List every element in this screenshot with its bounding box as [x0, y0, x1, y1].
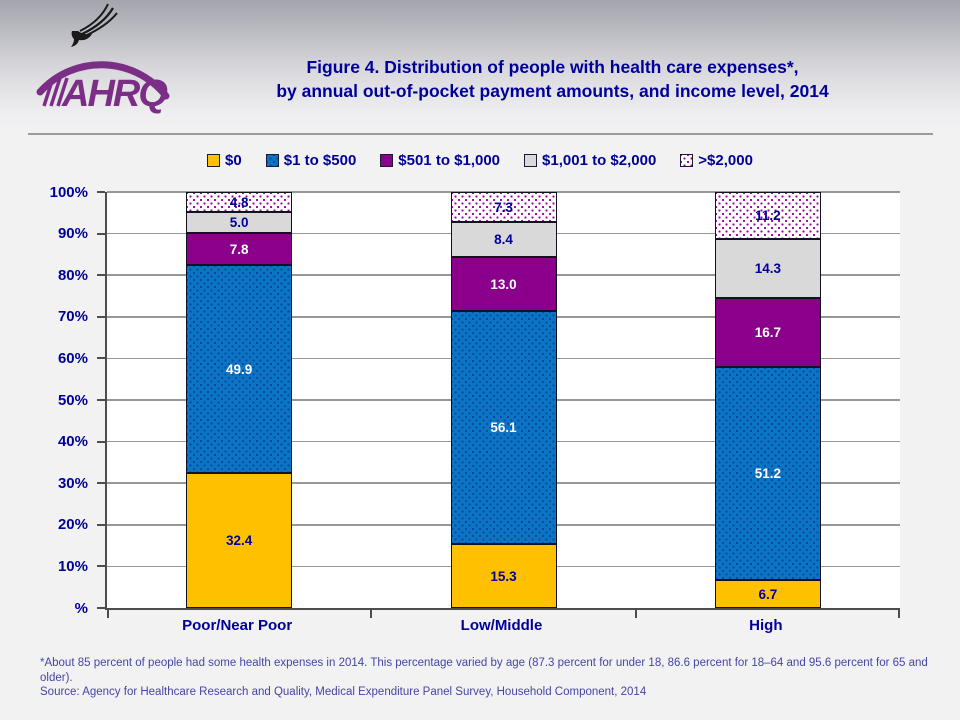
y-axis-tick [97, 440, 105, 443]
ahrq-logo: AHRQ [36, 3, 170, 115]
hhs-eagle-icon [71, 3, 118, 47]
divider-line [28, 133, 933, 135]
segment-value-label: 7.3 [494, 199, 513, 215]
x-axis-tick [898, 610, 900, 618]
segment-value-label: 15.3 [490, 568, 517, 584]
legend-swatch-icon [380, 153, 394, 167]
legend-swatch-icon [524, 153, 538, 167]
legend-item-1-001-to-2-000: $1,001 to $2,000 [524, 152, 656, 169]
y-axis-label: % [74, 599, 88, 617]
y-axis-tick [97, 565, 105, 568]
chart-title-line2: by annual out-of-pocket payment amounts,… [276, 81, 829, 101]
segment-0: 15.3 [450, 544, 557, 608]
segment-1-001-to-2-000: 8.4 [450, 222, 557, 258]
segment-value-label: 4.8 [229, 194, 249, 210]
footnote-source: Source: Agency for Healthcare Research a… [40, 686, 647, 698]
y-axis-label: 20% [57, 516, 88, 534]
segment-value-label: 13.0 [490, 276, 517, 292]
ahrq-logo-text: AHRQ [61, 73, 167, 115]
segment-value-label: 14.3 [754, 260, 781, 276]
y-axis-label: 50% [57, 391, 88, 409]
x-axis-tick [370, 610, 373, 618]
segment-value-label: 32.4 [226, 533, 253, 549]
legend-item-1-to-500: $1 to $500 [265, 151, 357, 169]
bar-high: 6.7 51.2 16.7 14.3 11.2 [714, 192, 821, 608]
y-axis-label: 100% [49, 183, 88, 201]
segment-1-to-500: 56.1 [450, 311, 557, 545]
x-axis-tick [107, 610, 109, 618]
segment-value-label: 6.7 [758, 586, 778, 602]
legend-swatch-icon [265, 153, 279, 167]
y-axis-label: 70% [57, 308, 88, 326]
segment-1-001-to-2-000: 5.0 [186, 212, 293, 233]
y-axis-tick [97, 607, 105, 609]
segment-501-to-1-000: 16.7 [714, 298, 821, 368]
legend: $0 $1 to $500 $501 to $1,000 $1,001 to $2,0… [0, 150, 960, 170]
legend-swatch-icon [680, 153, 694, 167]
header: AHRQ Figure 4. Distribution of people wi… [0, 0, 960, 132]
bar-low-middle: 15.3 56.1 13.0 8.4 7.3 [450, 192, 557, 608]
gridline [107, 191, 900, 193]
y-axis-tick [97, 523, 105, 526]
segment-1-001-to-2-000: 14.3 [714, 238, 821, 298]
legend-swatch-icon [207, 153, 221, 167]
segment-value-label: 51.2 [754, 466, 781, 482]
y-axis-tick [97, 274, 105, 277]
legend-label: $1,001 to $2,000 [542, 151, 657, 169]
y-axis-label: 80% [57, 266, 88, 284]
plot-area: 32.4 49.9 7.8 5.0 4.8 15.3 56.1 13.0 8.4 7.3 6.7 51… [97, 191, 900, 618]
segment-value-label: 49.9 [226, 361, 253, 377]
y-axis-label: 30% [57, 474, 88, 492]
segment-0: 32.4 [186, 473, 293, 608]
segment-value-label: 7.8 [229, 241, 249, 257]
x-axis-category-label: Poor/Near Poor [182, 617, 293, 634]
bar-poor-near-poor: 32.4 49.9 7.8 5.0 4.8 [186, 192, 293, 608]
y-axis-tick [97, 357, 105, 360]
segment-value-label: 11.2 [755, 207, 781, 223]
x-axis-tick [634, 610, 637, 618]
y-axis-label: 60% [57, 349, 88, 367]
segment-2-000: 7.3 [450, 192, 557, 223]
x-axis-category-label: Low/Middle [460, 617, 543, 634]
ahrq-logo-mark: AHRQ [36, 61, 170, 115]
footnote-note: *About 85 percent of people had some hea… [40, 657, 928, 684]
legend-label: $1 to $500 [283, 151, 357, 169]
segment-0: 6.7 [714, 580, 821, 608]
y-axis-tick [97, 232, 105, 235]
segment-value-label: 56.1 [490, 420, 517, 436]
x-axis-category-label: High [749, 617, 783, 634]
legend-item-0: $0 [207, 152, 242, 169]
segment-value-label: 8.4 [494, 232, 513, 248]
y-axis-tick [97, 191, 105, 193]
footnote: *About 85 percent of people had some hea… [40, 656, 936, 700]
y-axis-label: 10% [57, 557, 88, 575]
legend-item-2-000: >$2,000 [680, 152, 753, 169]
segment-2-000: 11.2 [714, 192, 821, 239]
segment-2-000: 4.8 [186, 192, 293, 213]
legend-item-501-to-1-000: $501 to $1,000 [380, 152, 500, 169]
segment-501-to-1-000: 13.0 [450, 257, 557, 312]
segment-value-label: 5.0 [229, 214, 249, 230]
segment-value-label: 16.7 [754, 325, 781, 341]
segment-1-to-500: 51.2 [714, 367, 821, 581]
y-axis: 100% 90% 80% 70% 60% 50% 40% 30% 20% 10%% [0, 0, 98, 720]
chart-title-line1: Figure 4. Distribution of people with he… [306, 57, 799, 77]
legend-label: $0 [225, 151, 242, 169]
legend-label: >$2,000 [698, 151, 753, 169]
y-axis-label: 40% [57, 433, 88, 451]
segment-1-to-500: 49.9 [186, 265, 293, 474]
y-axis-label: 90% [57, 225, 88, 243]
segment-501-to-1-000: 7.8 [186, 232, 293, 266]
chart-title: Figure 4. Distribution of people with he… [155, 55, 950, 103]
y-axis-tick [97, 399, 105, 401]
legend-label: $501 to $1,000 [398, 151, 501, 169]
y-axis-tick [97, 482, 105, 485]
y-axis-tick [97, 315, 105, 318]
